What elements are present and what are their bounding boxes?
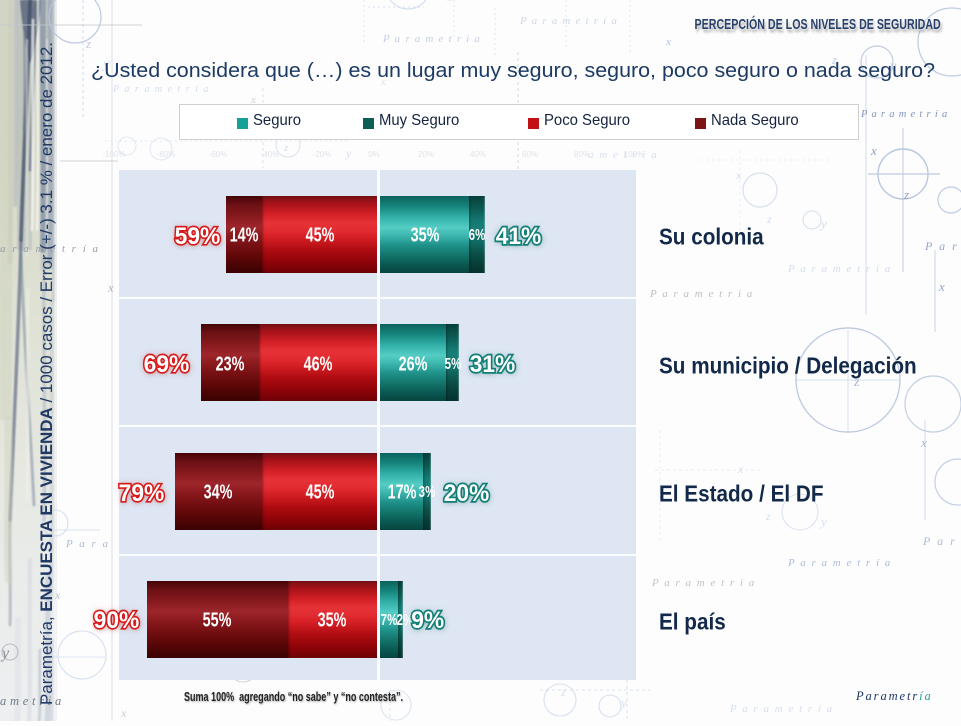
svg-text:P a r a m e t r í a: P a r a m e t r í a — [729, 703, 834, 715]
svg-text:P a r a m e t r í a: P a r a m e t r í a — [112, 84, 210, 95]
svg-text:y: y — [819, 514, 827, 529]
svg-text:x: x — [120, 706, 127, 720]
svg-text:P a r a m e t r í a: P a r a m e t r í a — [519, 15, 618, 27]
svg-text:a m e t r i a: a m e t r i a — [0, 694, 62, 708]
svg-text:z: z — [831, 52, 837, 67]
svg-text:P a r a: P a r a — [924, 239, 961, 253]
svg-text:P a r a m e t r i a: P a r a m e t r i a — [649, 288, 754, 300]
svg-text:P a r a m e t r í a: P a r a m e t r í a — [787, 263, 892, 275]
svg-text:z: z — [903, 187, 909, 202]
svg-text:z: z — [765, 509, 771, 523]
svg-text:x: x — [735, 168, 742, 182]
svg-text:a r a m e t r í a: a r a m e t r í a — [0, 243, 100, 255]
svg-text:P a r a m e t r í a: P a r a m e t r í a — [787, 557, 892, 569]
svg-text:z: z — [853, 375, 860, 390]
svg-text:z: z — [766, 212, 772, 226]
svg-text:y: y — [345, 146, 352, 160]
svg-text:x: x — [107, 280, 114, 295]
svg-text:x: x — [665, 36, 671, 48]
svg-text:a m e t r í a: a m e t r í a — [588, 149, 658, 161]
svg-text:z: z — [85, 36, 91, 51]
svg-text:x: x — [870, 143, 877, 158]
svg-text:P a r a m e t r í a: P a r a m e t r í a — [860, 109, 948, 120]
svg-text:P a r a m e t r i a: P a r a m e t r i a — [651, 577, 756, 589]
svg-text:x: x — [54, 588, 61, 602]
svg-text:z: z — [560, 685, 566, 699]
svg-text:y: y — [619, 695, 627, 710]
svg-text:P a r a m e t r i a: P a r a m e t r i a — [382, 33, 481, 45]
svg-text:y: y — [0, 645, 10, 662]
svg-text:z: z — [283, 142, 289, 154]
svg-text:x: x — [920, 435, 927, 450]
svg-text:x: x — [737, 462, 744, 476]
svg-text:P a r a: P a r a — [922, 534, 961, 548]
svg-text:x: x — [938, 279, 945, 294]
svg-text:x: x — [250, 94, 256, 106]
svg-text:y: y — [888, 59, 897, 74]
svg-text:y: y — [819, 216, 827, 231]
svg-text:y: y — [101, 57, 110, 72]
svg-text:P a r a: P a r a — [65, 538, 110, 550]
svg-text:x: x — [380, 76, 386, 88]
